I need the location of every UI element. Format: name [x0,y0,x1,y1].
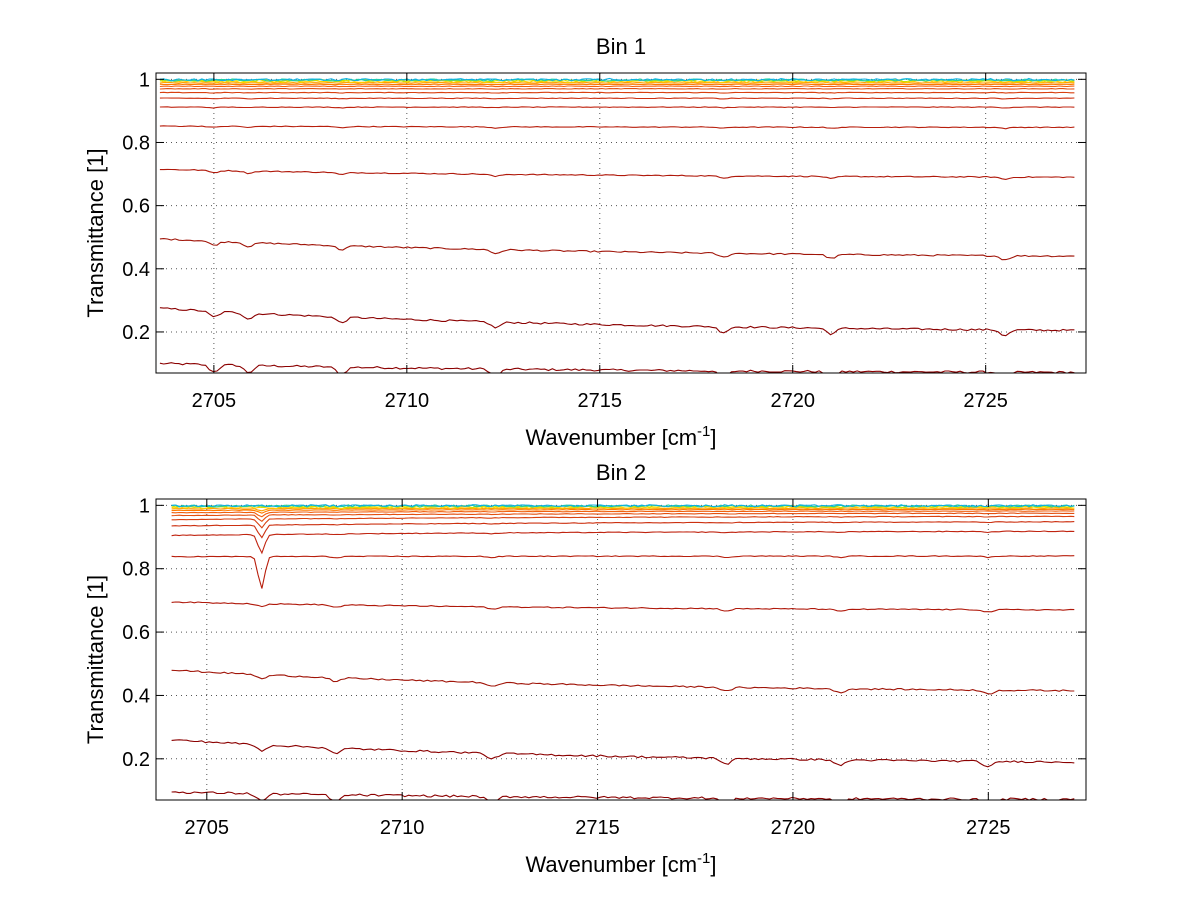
series-line-1 [159,362,1075,373]
y-tick-label: 0.6 [122,622,150,644]
series-line-9 [159,87,1075,90]
series-line-3 [171,669,1075,695]
axes-box [155,72,1087,374]
chart-title: Bin 1 [596,34,646,59]
y-axis-label: Transmittance [1] [83,575,108,744]
series-line-4 [159,168,1075,180]
series-line-2 [159,307,1075,337]
y-tick-label: 0.2 [122,749,150,771]
y-tick-label: 0.8 [122,559,150,581]
x-tick-label: 2720 [770,390,815,412]
series-line-11 [171,508,1075,514]
series-line-8 [171,515,1075,529]
series-line-11 [159,83,1075,86]
y-tick-label: 0.4 [122,259,150,281]
series-line-12 [159,81,1075,84]
series-line-10 [159,85,1075,88]
series-line-8 [159,91,1075,94]
series-line-1 [171,791,1075,800]
series-line-5 [159,125,1075,130]
series-line-16 [159,77,1075,82]
x-tick-label: 2715 [578,390,623,412]
y-tick-label: 0.4 [122,685,150,707]
x-tick-label: 2710 [380,817,425,839]
x-axis-label: Wavenumber [cm-1] [525,423,716,450]
y-tick-label: 0.2 [122,322,150,344]
x-tick-label: 2720 [771,817,816,839]
series-line-4 [171,601,1075,613]
y-tick-label: 1 [139,69,150,91]
panel-2: 2705 2710 2715 2720 2725 0.2 0.4 0.6 0.8 1 Bin 2 Wa… [83,460,1087,877]
chart-title: Bin 2 [596,460,646,485]
axes-box [155,498,1087,801]
x-tick-label: 2725 [966,817,1011,839]
x-axis-label: Wavenumber [cm-1] [525,850,716,877]
y-tick-label: 0.8 [122,132,150,154]
y-tick-label: 1 [139,495,150,517]
series-line-9 [171,512,1075,523]
series-line-7 [159,97,1075,100]
x-tick-label: 2725 [963,390,1008,412]
series-line-6 [159,106,1075,109]
series-line-2 [171,739,1075,768]
series-line-12 [171,507,1075,512]
series-line-3 [159,238,1075,261]
y-tick-label: 0.6 [122,196,150,218]
panel-1: 2705 2710 2715 2720 2725 0.2 0.4 0.6 0.8 1 Bin 1 Wa… [83,34,1087,450]
series-line-15 [159,78,1075,82]
x-tick-label: 2705 [185,817,230,839]
series-group [171,504,1075,800]
y-axis-label: Transmittance [1] [83,148,108,317]
x-tick-label: 2705 [192,390,237,412]
series-line-6 [171,530,1075,555]
series-line-16 [171,504,1075,508]
series-group [159,77,1075,373]
series-line-10 [171,510,1075,518]
x-tick-label: 2715 [575,817,620,839]
x-tick-label: 2710 [385,390,430,412]
series-line-7 [171,521,1075,539]
series-line-5 [171,555,1075,589]
